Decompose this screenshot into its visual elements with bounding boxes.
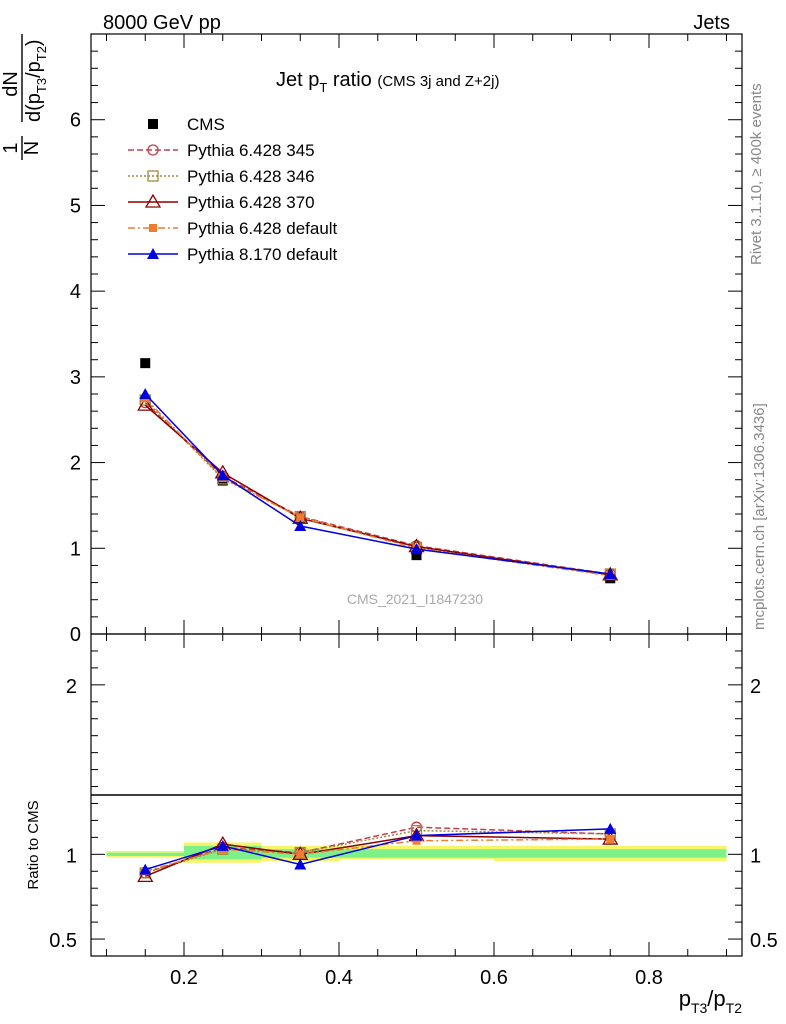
band-green-0 (106, 852, 184, 857)
legend-label: Pythia 6.428 370 (187, 193, 315, 212)
main-panel-ticks: 0 1 2 3 4 5 6 (70, 50, 742, 646)
legend-marker (147, 248, 159, 259)
ratio-y-tick-label: 0.5 (49, 930, 77, 952)
y-tick-label: 4 (70, 281, 81, 303)
ratio-y-tick-label: 2 (66, 676, 77, 698)
p8def-ratio-point (294, 858, 307, 870)
p8def-point (410, 543, 423, 555)
p6def-ratio-point (296, 850, 305, 859)
y-tick-label: 1 (70, 538, 81, 560)
rivet-label: Rivet 3.1.10, ≥ 400k events (748, 83, 765, 265)
legend-label: Pythia 6.428 default (187, 219, 338, 238)
p8def-ratio-point (410, 829, 423, 841)
y-tick-label: 6 (70, 110, 81, 132)
x-tick-label: 0.6 (480, 967, 508, 989)
ratio-uncertainty-bands (106, 842, 727, 863)
p8def-ratio-point (216, 839, 229, 851)
main-panel-series (137, 358, 619, 584)
legend: CMS Pythia 6.428 345 Pythia 6.428 346 Pythi… (128, 115, 338, 264)
svg-text:1: 1 (0, 142, 22, 153)
x-tick-label: 0.2 (170, 967, 198, 989)
p8def-line (144, 393, 611, 575)
p6def-ratio-point (412, 836, 421, 845)
legend-label: Pythia 8.170 default (187, 245, 338, 264)
legend-marker (147, 144, 159, 156)
ratio-panel-series (137, 821, 619, 882)
ratio-y-tick-label-right: 0.5 (750, 930, 778, 952)
ratio-y-tick-label-right: 2 (750, 676, 761, 698)
p370-point (137, 396, 154, 411)
p8def-ratio-point (139, 863, 152, 875)
p8def-point (604, 568, 617, 579)
legend-marker (144, 193, 162, 208)
plot-title: Jet pT ratio (CMS 3j and Z+2j) (276, 69, 499, 95)
x-tick-label: 0.8 (635, 967, 663, 989)
p345-ratio-line (145, 826, 611, 874)
svg-text:d(pT3/pT2): d(pT3/pT2) (23, 39, 49, 122)
y-axis-label: 1 N dN d(pT3/pT2) (0, 34, 49, 160)
ratio-panel-ticks: 0.2 0.4 0.6 0.8 0.5 0.5 1 1 2 2 (49, 34, 778, 989)
svg-text:dN: dN (0, 71, 22, 97)
ratio-axis-label: Ratio to CMS (25, 800, 42, 889)
legend-label: Pythia 6.428 346 (187, 167, 315, 186)
p370-ratio-point (137, 868, 154, 882)
legend-marker (149, 224, 157, 232)
cms-point (140, 358, 151, 369)
legend-marker (147, 170, 159, 182)
band-green-3 (339, 849, 494, 858)
cms-point (411, 550, 422, 561)
p6def-point (296, 513, 305, 522)
energy-label: 8000 GeV pp (103, 12, 221, 34)
category-label: Jets (693, 12, 730, 34)
p370-line (144, 404, 611, 576)
y-tick-label: 2 (70, 453, 81, 475)
p8def-ratio-point (604, 822, 617, 834)
y-tick-label: 5 (70, 195, 81, 217)
legend-marker (148, 119, 158, 129)
y-tick-label: 0 (70, 624, 81, 646)
y-tick-label: 3 (70, 367, 81, 389)
p346-ratio-line (145, 829, 611, 874)
ratio-y-tick-label: 1 (66, 845, 77, 867)
p6def-ratio-point (606, 835, 615, 844)
x-axis-label: pT3/pT2 (679, 986, 743, 1016)
p345-line (144, 402, 611, 575)
p346-line (144, 399, 611, 575)
ratio-y-tick-label-right: 1 (750, 845, 761, 867)
x-tick-label: 0.4 (325, 967, 353, 989)
band-green-4 (494, 849, 727, 858)
legend-label: CMS (187, 115, 225, 134)
mcplots-label: mcplots.cern.ch [arXiv:1306.3436] (751, 403, 768, 630)
p8def-point (139, 388, 152, 399)
svg-text:N: N (21, 141, 43, 155)
legend-label: Pythia 6.428 345 (187, 141, 315, 160)
p8def-point (294, 520, 307, 531)
p6def-line (144, 397, 611, 577)
p8def-point (216, 469, 229, 481)
watermark: CMS_2021_I1847230 (347, 591, 483, 607)
